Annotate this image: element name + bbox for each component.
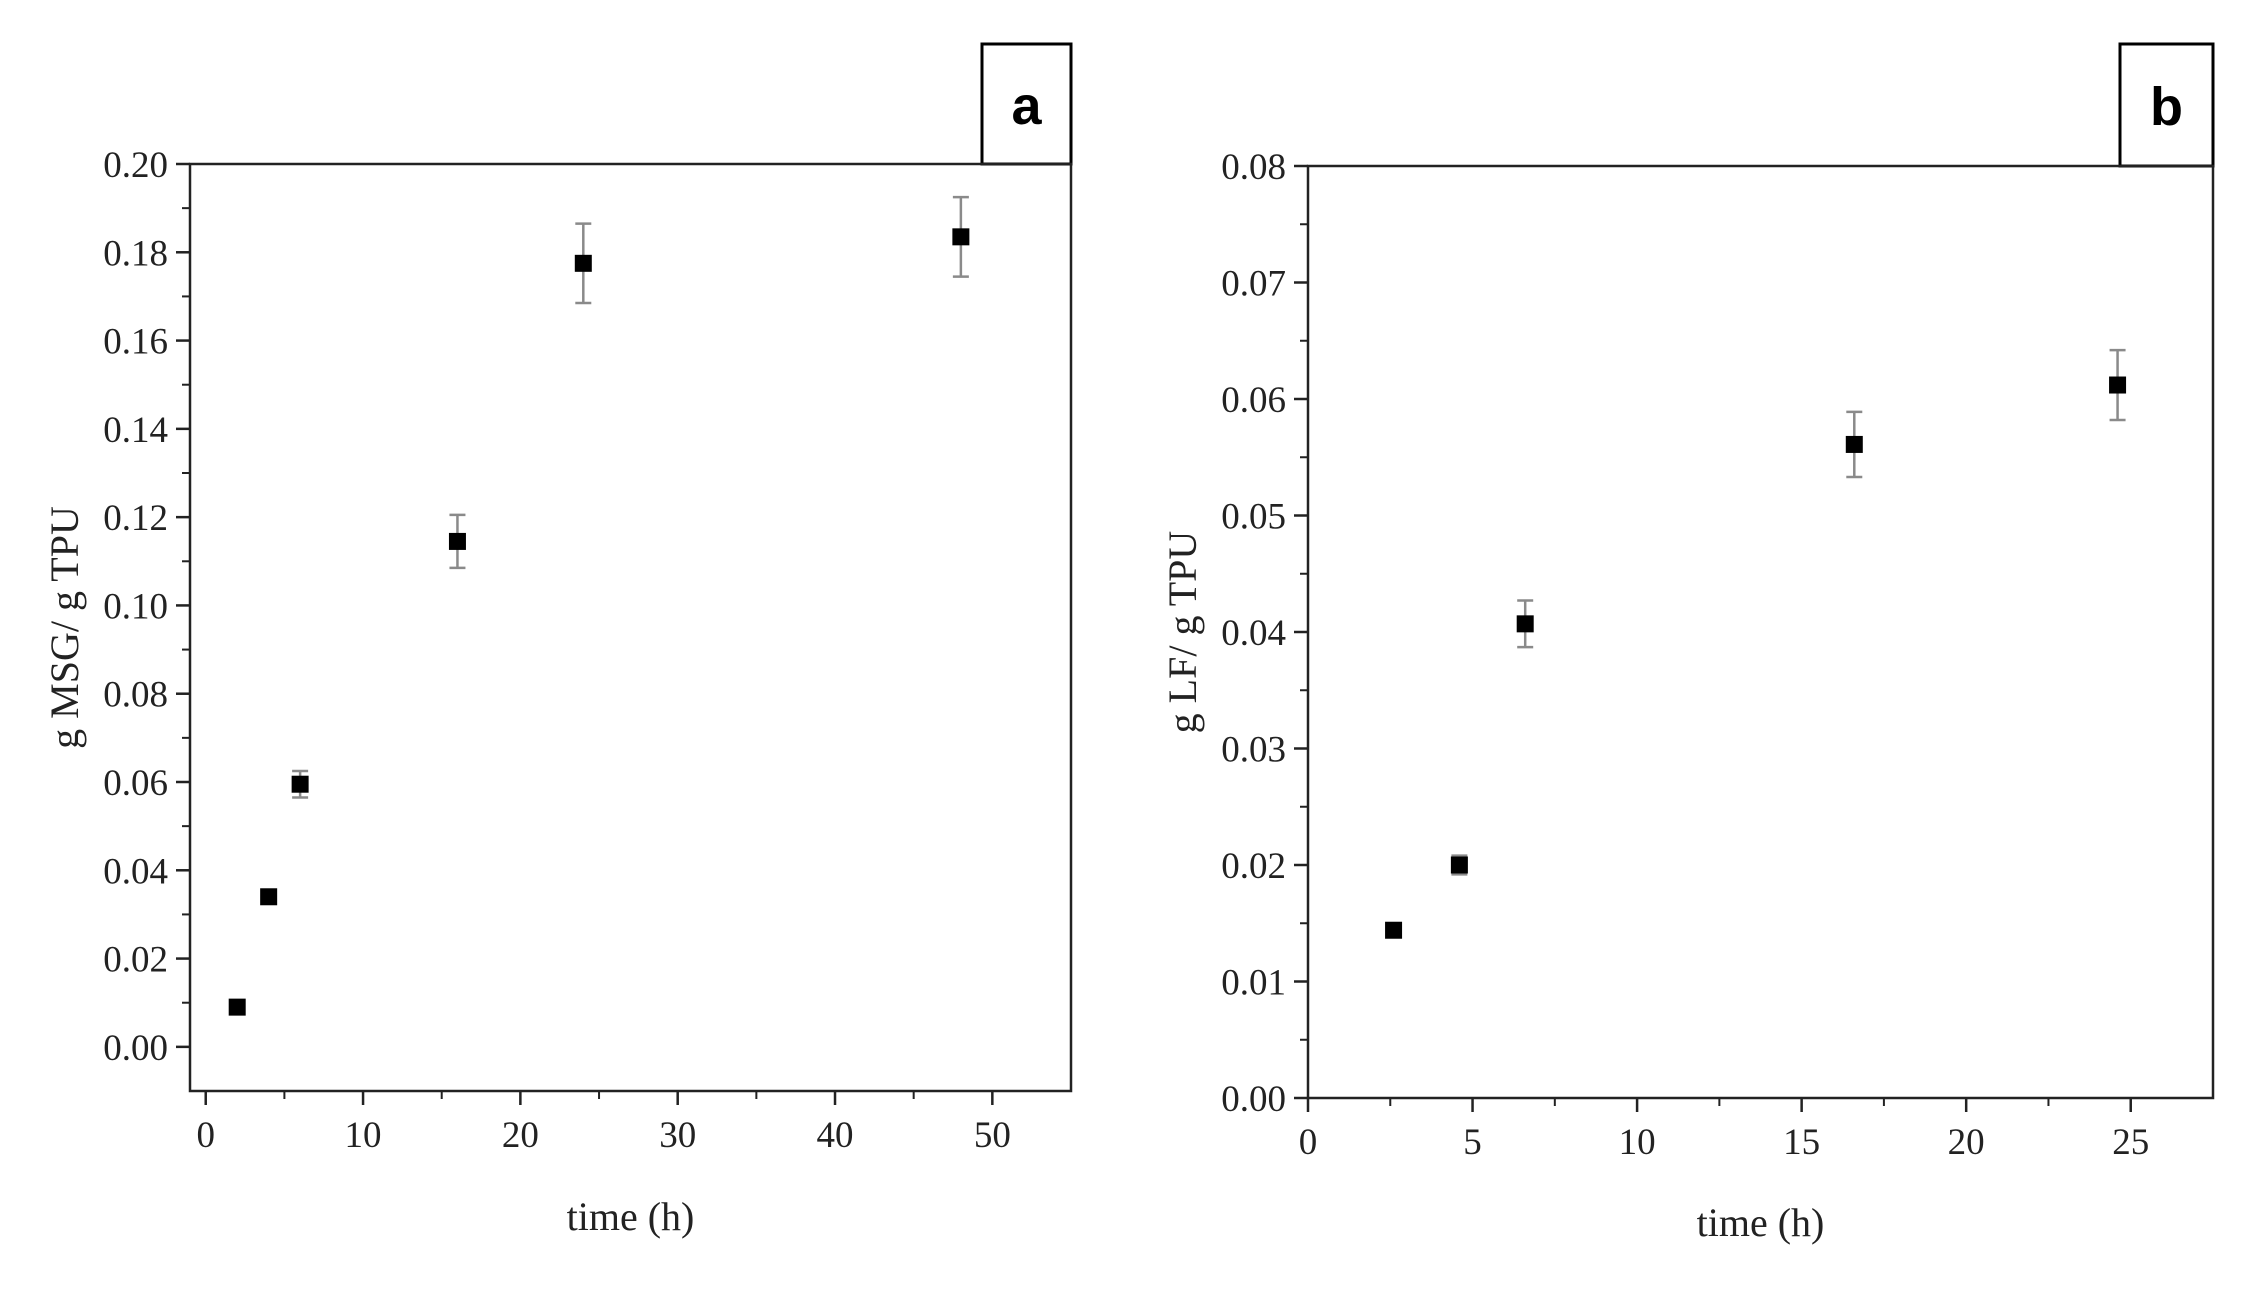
data-point (448, 532, 466, 550)
y-tick-label: 0.14 (103, 410, 168, 451)
y-tick-label: 0.10 (103, 586, 168, 627)
y-tick-label: 0.05 (1221, 497, 1286, 538)
y-tick-label: 0.08 (1221, 147, 1286, 188)
x-tick-label: 15 (1783, 1122, 1820, 1163)
x-tick-label: 50 (974, 1115, 1011, 1156)
data-point (574, 254, 592, 272)
data-point (2109, 376, 2127, 394)
data-point (228, 998, 246, 1016)
y-tick-label: 0.03 (1221, 730, 1286, 771)
x-tick-label: 0 (1299, 1122, 1318, 1163)
y-tick-label: 0.04 (103, 851, 168, 892)
x-tick-label: 25 (2112, 1122, 2149, 1163)
y-tick-label: 0.02 (1221, 846, 1286, 887)
y-tick-label: 0.00 (1221, 1079, 1286, 1120)
x-tick-label: 10 (1619, 1122, 1656, 1163)
x-tick-label: 10 (345, 1115, 382, 1156)
y-tick-label: 0.00 (103, 1028, 168, 1069)
y-tick-label: 0.07 (1221, 264, 1286, 305)
x-tick-label: 0 (196, 1115, 215, 1156)
x-tick-label: 20 (502, 1115, 539, 1156)
chart-panel-a: a 0 10 20 30 40 50 0.00 0.02 0.04 0.06 0.08 0.10 0.12… (42, 42, 1073, 1239)
panel-label-box (980, 42, 1073, 166)
panel-label: a (1011, 76, 1042, 136)
chart-panel-b: b 0 5 10 15 20 25 0.00 0.01 0.02 0.03 0.04 0.05 0.06 0… (1160, 42, 2215, 1245)
data-point (260, 888, 278, 906)
x-tick-label: 40 (817, 1115, 854, 1156)
panel-label: b (2150, 77, 2183, 137)
y-tick-label: 0.08 (103, 675, 168, 716)
x-tick-label: 30 (659, 1115, 696, 1156)
y-tick-label: 0.20 (103, 145, 168, 186)
y-tick-label: 0.01 (1221, 963, 1286, 1004)
y-tick-label: 0.18 (103, 233, 168, 274)
data-point (952, 228, 970, 246)
y-axis-title: g LF/ g TPU (1160, 531, 1205, 734)
plot-frame (1306, 164, 2215, 1100)
y-tick-label: 0.16 (103, 322, 168, 363)
data-point (291, 775, 309, 793)
x-tick-label: 5 (1463, 1122, 1482, 1163)
y-axis-title: g MSG/ g TPU (42, 506, 87, 749)
y-tick-label: 0.02 (103, 940, 168, 981)
plot-frame (188, 162, 1073, 1093)
data-point (1845, 435, 1863, 453)
data-point (1516, 615, 1534, 633)
panel-label-box (2118, 42, 2215, 168)
x-axis-title: time (h) (1697, 1200, 1825, 1245)
y-tick-label: 0.06 (103, 763, 168, 804)
x-tick-label: 20 (1948, 1122, 1985, 1163)
data-point (1385, 921, 1403, 939)
y-tick-label: 0.06 (1221, 380, 1286, 421)
data-point (1450, 856, 1468, 874)
y-tick-label: 0.04 (1221, 613, 1286, 654)
y-tick-label: 0.12 (103, 498, 168, 539)
x-axis-title: time (h) (567, 1194, 695, 1239)
